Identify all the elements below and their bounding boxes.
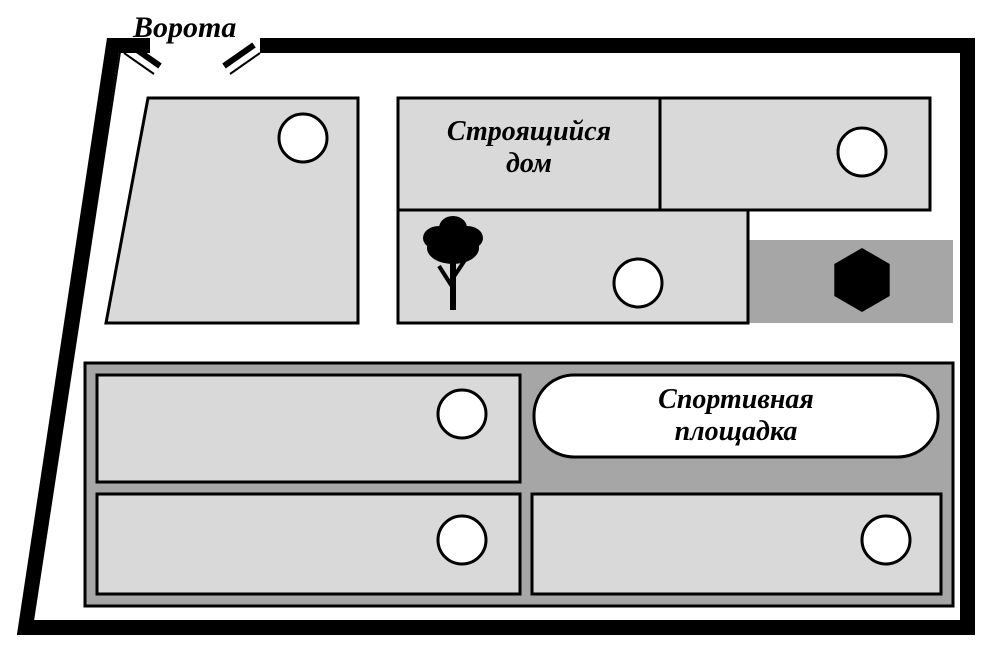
marker-circle-5 [862, 516, 910, 564]
marker-circle-1 [838, 128, 886, 176]
site-plan-diagram: Ворота Строящийсядом Спортивнаяплощадка [0, 0, 995, 652]
marker-circle-2 [614, 259, 662, 307]
marker-circle-3 [438, 390, 486, 438]
sports-ground-label-2: площадка [675, 416, 798, 447]
sports-ground-label-1: Спортивная [658, 384, 814, 415]
building-house-label-1: Строящийся [447, 116, 611, 147]
gate-label: Ворота [132, 11, 236, 44]
building-house-label-2: дом [506, 148, 552, 179]
marker-circle-0 [279, 114, 327, 162]
marker-circle-4 [438, 516, 486, 564]
plot-top-right [660, 98, 930, 210]
